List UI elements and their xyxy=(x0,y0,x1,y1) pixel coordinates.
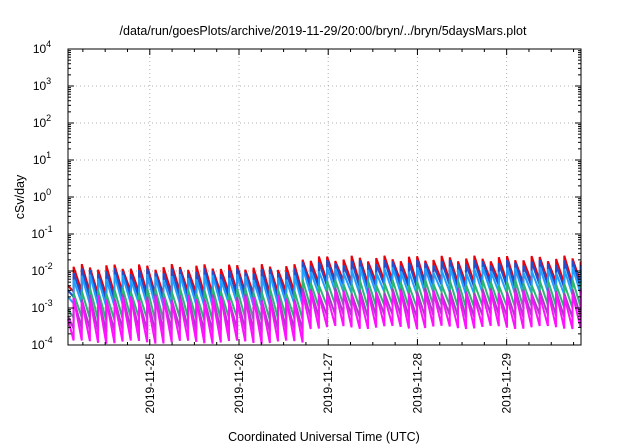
x-tick-label: 2019-11-27 xyxy=(321,353,335,414)
y-tick-exponent: 3 xyxy=(46,76,51,86)
x-tick-label: 2019-11-29 xyxy=(500,353,514,414)
y-tick-exponent: -3 xyxy=(45,298,53,308)
x-tick-label: 2019-11-28 xyxy=(410,353,424,414)
x-tick-label: 2019-11-25 xyxy=(143,353,157,414)
y-tick-label: 104 xyxy=(33,39,51,56)
series-layer xyxy=(67,255,582,344)
y-tick-exponent: -1 xyxy=(45,224,53,234)
y-tick-label: 101 xyxy=(33,150,51,167)
y-tick-exponent: 2 xyxy=(46,113,51,123)
y-tick-label: 103 xyxy=(33,76,51,93)
y-tick-label: 10-4 xyxy=(31,335,52,352)
y-tick-exponent: -4 xyxy=(45,335,53,345)
x-tick-label: 2019-11-26 xyxy=(232,353,246,414)
y-tick-exponent: 4 xyxy=(46,39,51,49)
y-tick-exponent: 1 xyxy=(46,150,51,160)
y-tick-label: 10-3 xyxy=(31,298,52,315)
y-tick-label: 102 xyxy=(33,113,51,130)
y-tick-exponent: -2 xyxy=(45,261,53,271)
x-axis-label: Coordinated Universal Time (UTC) xyxy=(228,430,420,444)
y-tick-exponent: 0 xyxy=(46,187,51,197)
y-tick-label: 10-1 xyxy=(31,224,52,241)
y-tick-label: 100 xyxy=(33,187,51,204)
plot-frame xyxy=(67,48,582,346)
y-tick-label: 10-2 xyxy=(31,261,52,278)
chart-title: /data/run/goesPlots/archive/2019-11-29/2… xyxy=(120,24,527,38)
x-tick-labels: 2019-11-25 2019-11-26 2019-11-27 2019-11-28… xyxy=(143,353,514,414)
y-axis-label: cSv/day xyxy=(13,174,27,219)
series-line-2 xyxy=(67,259,582,301)
series-line-6 xyxy=(67,290,582,344)
